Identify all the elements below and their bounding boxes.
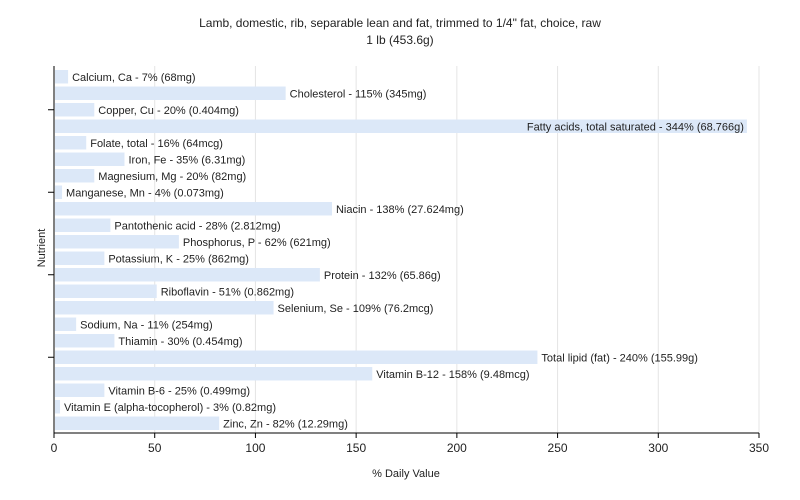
bar-label: Niacin - 138% (27.624mg) bbox=[336, 204, 464, 216]
chart-subtitle: 1 lb (453.6g) bbox=[366, 33, 433, 47]
bar bbox=[55, 367, 373, 381]
bar bbox=[55, 235, 179, 249]
bar-label: Protein - 132% (65.86g) bbox=[324, 270, 441, 282]
bar-label: Iron, Fe - 35% (6.31mg) bbox=[129, 154, 246, 166]
x-tick-label: 250 bbox=[548, 441, 568, 455]
bar bbox=[55, 284, 157, 298]
bar-label: Selenium, Se - 109% (76.2mcg) bbox=[278, 303, 434, 315]
bar bbox=[55, 251, 105, 265]
bar bbox=[55, 416, 220, 430]
y-axis-title: Nutrient bbox=[36, 229, 48, 268]
x-axis-title: % Daily Value bbox=[372, 468, 440, 480]
x-tick-label: 50 bbox=[148, 441, 162, 455]
bar-label: Thiamin - 30% (0.454mg) bbox=[118, 336, 242, 348]
bar bbox=[55, 86, 286, 100]
bar bbox=[55, 383, 105, 397]
bar-label: Phosphorus, P - 62% (621mg) bbox=[183, 237, 331, 249]
bar bbox=[55, 218, 111, 232]
bar-label: Cholesterol - 115% (345mg) bbox=[290, 88, 427, 100]
bar bbox=[55, 169, 95, 183]
bar-label: Copper, Cu - 20% (0.404mg) bbox=[98, 105, 239, 117]
bar-label: Sodium, Na - 11% (254mg) bbox=[80, 319, 212, 331]
bar-label: Vitamin B-6 - 25% (0.499mg) bbox=[108, 385, 250, 397]
bar bbox=[55, 202, 332, 216]
x-tick-label: 350 bbox=[749, 441, 769, 455]
bar-label: Pantothenic acid - 28% (2.812mg) bbox=[114, 220, 280, 232]
x-tick-label: 150 bbox=[346, 441, 366, 455]
axes: 0 50 100 150 200 250 300 350 bbox=[48, 66, 769, 455]
bars: Calcium, Ca - 7% (68mg) Cholesterol - 115… bbox=[55, 70, 747, 430]
bar-label: Riboflavin - 51% (0.862mg) bbox=[161, 286, 294, 298]
bar-label: Total lipid (fat) - 240% (155.99g) bbox=[541, 352, 698, 364]
bar bbox=[55, 70, 69, 84]
bar bbox=[55, 350, 538, 364]
bar-label: Potassium, K - 25% (862mg) bbox=[108, 253, 249, 265]
chart-title: Lamb, domestic, rib, separable lean and … bbox=[199, 16, 601, 30]
bar-label: Vitamin E (alpha-tocopherol) - 3% (0.82m… bbox=[64, 402, 276, 414]
bar bbox=[55, 136, 87, 150]
bar-label: Magnesium, Mg - 20% (82mg) bbox=[98, 171, 246, 183]
bar bbox=[55, 301, 274, 315]
bar-label: Calcium, Ca - 7% (68mg) bbox=[72, 72, 195, 84]
bar-label: Zinc, Zn - 82% (12.29mg) bbox=[223, 418, 348, 430]
x-tick-label: 200 bbox=[447, 441, 467, 455]
bar-label: Folate, total - 16% (64mcg) bbox=[90, 138, 223, 150]
bar-label: Manganese, Mn - 4% (0.073mg) bbox=[66, 187, 224, 199]
bar bbox=[55, 400, 61, 414]
bar bbox=[55, 317, 77, 331]
x-tick-label: 100 bbox=[245, 441, 265, 455]
x-tick-label: 300 bbox=[648, 441, 668, 455]
bar bbox=[55, 103, 95, 117]
bar bbox=[55, 334, 115, 348]
bar bbox=[55, 152, 125, 166]
bar bbox=[55, 185, 63, 199]
bar-label: Vitamin B-12 - 158% (9.48mcg) bbox=[376, 369, 529, 381]
bar-label: Fatty acids, total saturated - 344% (68.… bbox=[527, 121, 744, 133]
x-tick-label: 0 bbox=[51, 441, 58, 455]
bar bbox=[55, 268, 320, 282]
bar bbox=[55, 119, 747, 133]
